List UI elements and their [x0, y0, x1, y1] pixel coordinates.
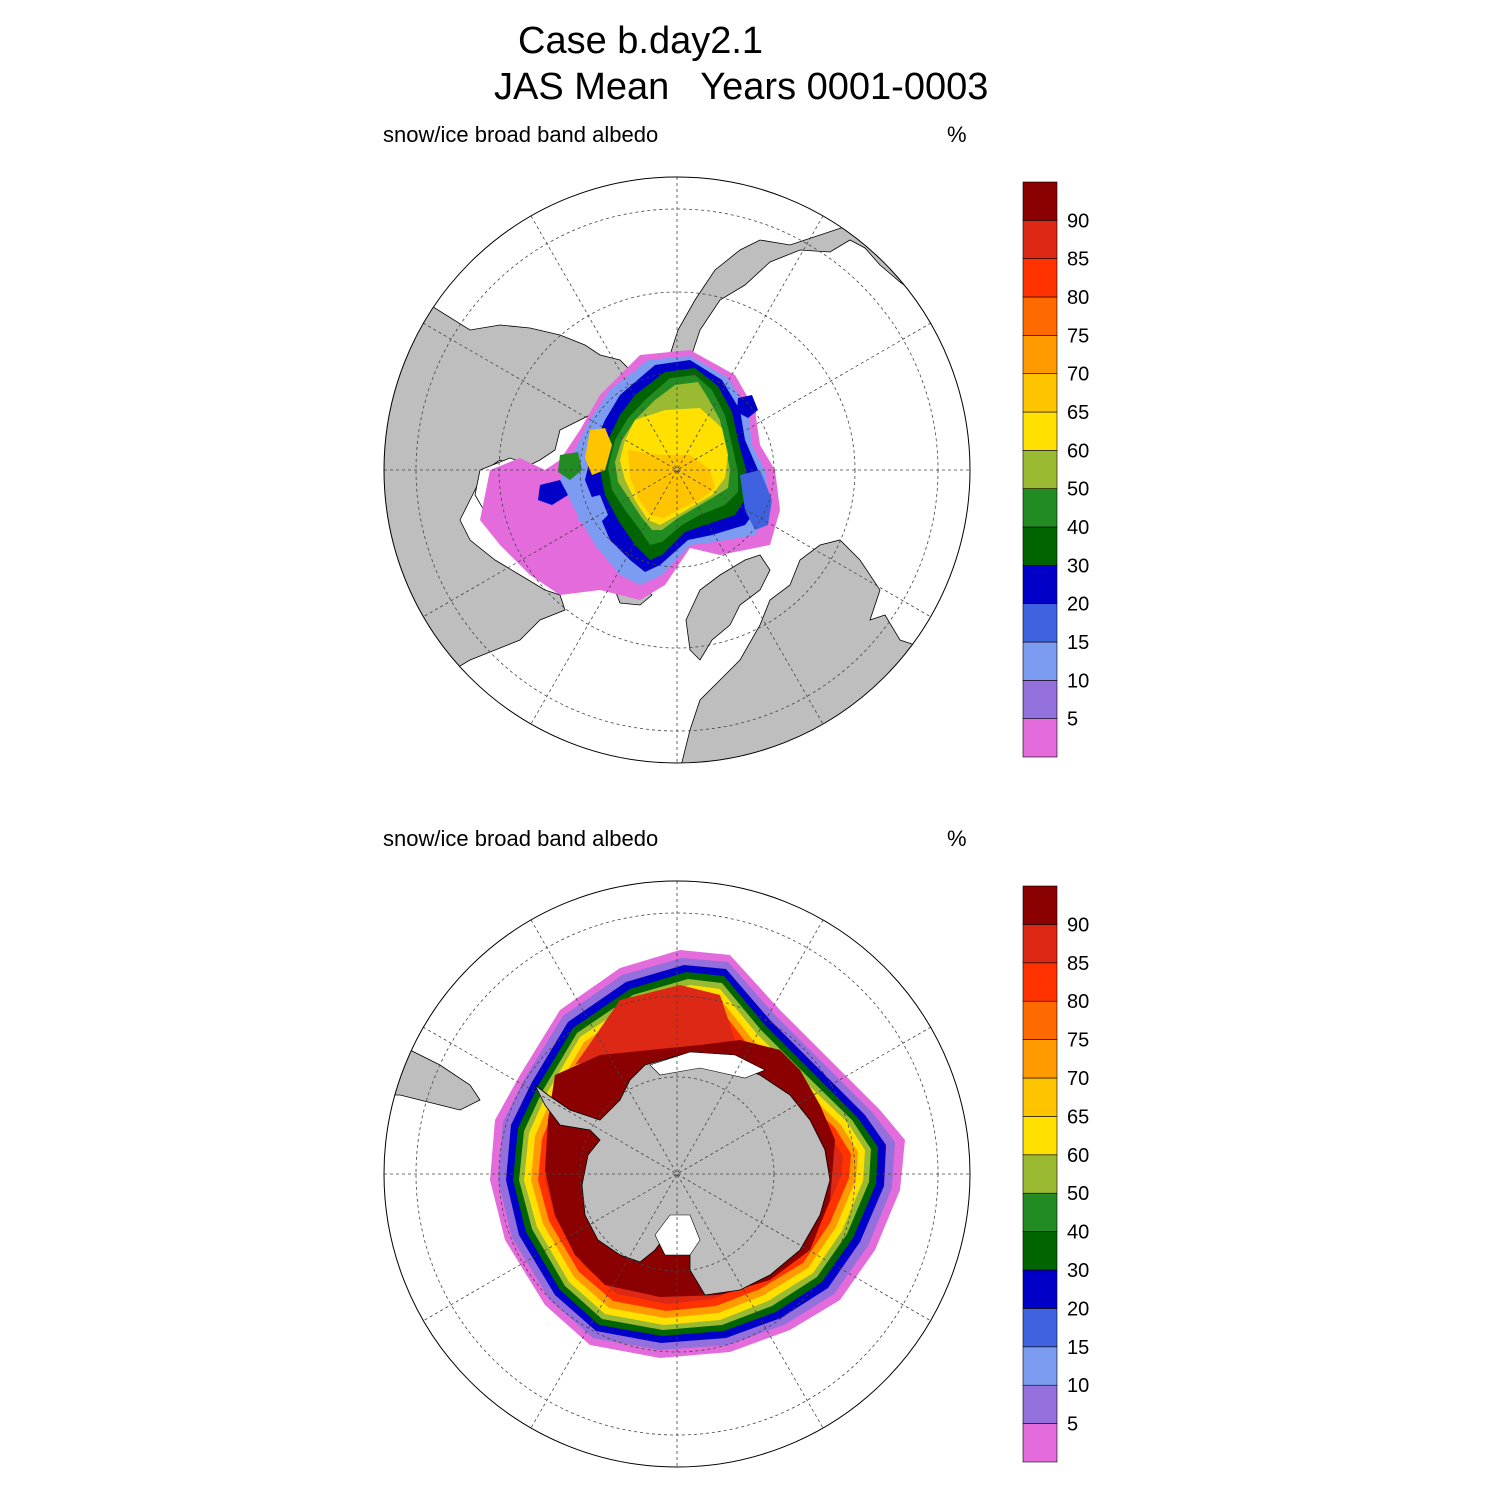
- south-colorbar-swatch: [1022, 1039, 1058, 1079]
- north-colorbar-tick-label: 30: [1067, 555, 1089, 577]
- south-colorbar-swatch: [1022, 1192, 1058, 1232]
- south-colorbar-tick-label: 30: [1067, 1260, 1089, 1282]
- figure-title-line1: Case b.day2.1: [518, 20, 764, 62]
- top-panel-variable-label: snow/ice broad band albedo: [383, 122, 659, 147]
- north-colorbar-tick-label: 65: [1067, 402, 1089, 424]
- south-colorbar-swatch: [1022, 962, 1058, 1002]
- north-colorbar-tick-label: 75: [1067, 325, 1089, 347]
- north-colorbar-swatch: [1022, 526, 1058, 566]
- south-colorbar-swatch: [1022, 1308, 1058, 1348]
- south-colorbar: 5 10 15 20 30 40 50 60 65 70 75 80 85 90: [1022, 885, 1089, 1463]
- north-colorbar-tick-label: 85: [1067, 249, 1089, 271]
- south-ross-ice-shelf: [654, 1214, 701, 1256]
- south-colorbar-swatch: [1022, 1384, 1058, 1424]
- south-colorbar-swatch: [1022, 1346, 1058, 1386]
- north-sea-ice-field: [480, 350, 780, 600]
- south-map-border: [383, 880, 971, 1468]
- south-graticule: [384, 881, 970, 1467]
- south-colorbar-swatch: [1022, 1269, 1058, 1309]
- north-colorbar-swatch: [1022, 641, 1058, 681]
- north-colorbar-tick-label: 20: [1067, 594, 1089, 616]
- north-colorbar-swatch: [1022, 181, 1058, 221]
- north-colorbar-tick-label: 60: [1067, 440, 1089, 462]
- south-colorbar-tick-label: 15: [1067, 1337, 1089, 1359]
- south-colorbar-swatch: [1022, 1000, 1058, 1040]
- north-land-scandinavia: [685, 554, 771, 661]
- north-colorbar-swatch: [1022, 296, 1058, 336]
- north-colorbar-tick-label: 90: [1067, 210, 1089, 232]
- south-colorbar-tick-label: 5: [1067, 1414, 1078, 1436]
- north-colorbar-tick-label: 80: [1067, 287, 1089, 309]
- north-colorbar-tick-label: 40: [1067, 517, 1089, 539]
- south-colorbar-swatch: [1022, 1077, 1058, 1117]
- south-colorbar-tick-label: 70: [1067, 1068, 1089, 1090]
- south-colorbar-tick-label: 40: [1067, 1222, 1089, 1244]
- south-colorbar-swatch: [1022, 924, 1058, 964]
- south-colorbar-tick-label: 80: [1067, 991, 1089, 1013]
- north-colorbar-swatch: [1022, 718, 1058, 758]
- south-colorbar-tick-label: 50: [1067, 1183, 1089, 1205]
- south-colorbar-tick-label: 20: [1067, 1298, 1089, 1320]
- north-colorbar-tick-label: 5: [1067, 709, 1078, 731]
- south-colorbar-swatch: [1022, 1154, 1058, 1194]
- north-colorbar-swatch: [1022, 565, 1058, 604]
- north-colorbar-swatch: [1022, 411, 1058, 451]
- north-colorbar-tick-label: 70: [1067, 364, 1089, 386]
- north-colorbar-swatch: [1022, 258, 1058, 298]
- north-colorbar-swatch: [1022, 450, 1058, 489]
- bottom-panel-units-label: %: [947, 826, 967, 851]
- north-colorbar-swatch: [1022, 488, 1058, 528]
- north-polar-map: [383, 176, 971, 764]
- north-colorbar-tick-label: 10: [1067, 670, 1089, 692]
- south-colorbar-tick-label: 10: [1067, 1375, 1089, 1397]
- bottom-panel-variable-label: snow/ice broad band albedo: [383, 826, 659, 851]
- south-polar-map: [383, 880, 971, 1468]
- south-colorbar-swatch: [1022, 885, 1058, 925]
- north-graticule: [384, 177, 970, 763]
- north-colorbar-swatch: [1022, 373, 1058, 413]
- south-colorbar-swatch: [1022, 1231, 1058, 1271]
- figure-title-line2: JAS Mean Years 0001-0003: [494, 66, 989, 108]
- south-colorbar-tick-label: 65: [1067, 1106, 1089, 1128]
- north-colorbar-swatch: [1022, 220, 1058, 259]
- south-land-antarctica: [534, 1054, 831, 1296]
- south-colorbar-tick-label: 85: [1067, 953, 1089, 975]
- top-panel-units-label: %: [947, 122, 967, 147]
- north-colorbar-tick-label: 50: [1067, 479, 1089, 501]
- north-colorbar-swatch: [1022, 603, 1058, 643]
- south-colorbar-tick-label: 75: [1067, 1030, 1089, 1052]
- south-colorbar-swatch: [1022, 1116, 1058, 1156]
- south-colorbar-tick-label: 60: [1067, 1145, 1089, 1167]
- north-colorbar-tick-label: 15: [1067, 632, 1089, 654]
- south-colorbar-swatch: [1022, 1423, 1058, 1463]
- north-map-border: [383, 176, 971, 764]
- north-colorbar: 5 10 15 20 30 40 50 60 65 70 75 80 85 90: [1022, 181, 1089, 758]
- north-colorbar-swatch: [1022, 335, 1058, 374]
- south-colorbar-tick-label: 90: [1067, 914, 1089, 936]
- north-colorbar-swatch: [1022, 680, 1058, 719]
